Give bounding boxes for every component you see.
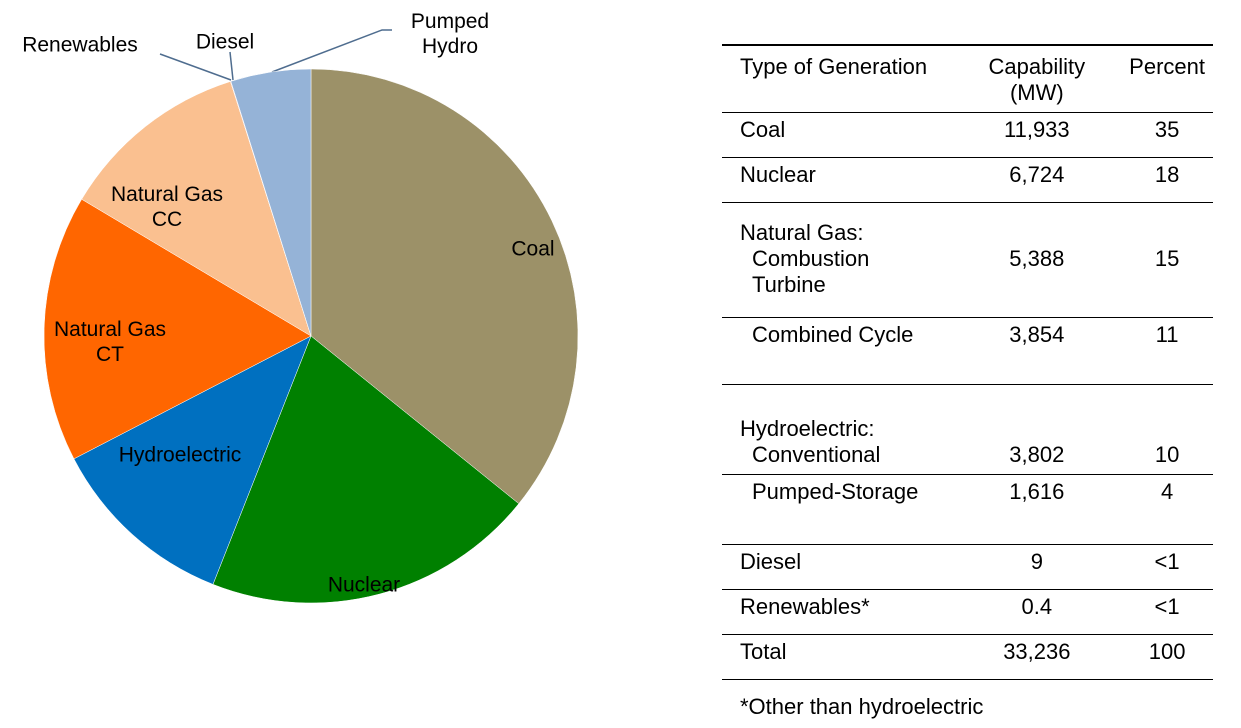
pie-slice <box>310 68 579 505</box>
type-label: Renewables* <box>740 594 870 619</box>
type-cell: Diesel <box>722 544 953 590</box>
type-cell: Natural Gas: Combustion Turbine <box>722 202 953 318</box>
table-row: Pumped-Storage 1,616 4 <box>722 474 1213 545</box>
capability-cell: 5,388 <box>952 202 1122 318</box>
percent-cell: 35 <box>1121 112 1213 158</box>
type-cell: Total <box>722 634 953 680</box>
slice-label: Coal <box>511 237 555 261</box>
type-label: Pumped-Storage <box>752 479 919 504</box>
type-label: Combined Cycle <box>752 322 914 347</box>
type-label: Conventional <box>752 442 881 467</box>
pie-slice <box>212 335 520 604</box>
pie-slice <box>73 335 312 585</box>
pie-slice <box>43 198 312 460</box>
header-cell: Percent <box>1121 44 1213 113</box>
capability-cell: 9 <box>952 544 1122 590</box>
capability-cell: 33,236 <box>952 634 1122 680</box>
type-label: Nuclear <box>740 162 816 187</box>
percent-cell: 100 <box>1121 634 1213 680</box>
type-cell: Renewables* <box>722 589 953 635</box>
percent-cell: 4 <box>1121 474 1213 545</box>
pie-slice <box>230 68 312 337</box>
slice-label: Pumped Hydro <box>410 10 490 58</box>
type-cell: Coal <box>722 112 953 158</box>
pie-chart <box>43 29 579 604</box>
percent-cell: 15 <box>1121 202 1213 318</box>
capability-cell: 3,802 <box>952 384 1122 475</box>
table-row: Renewables* 0.4 <1 <box>722 589 1213 635</box>
type-label: Total <box>740 639 787 664</box>
slice-label: Diesel <box>195 30 255 54</box>
slice-label: Renewables <box>22 33 138 57</box>
slice-label: Hydroelectric <box>118 443 242 467</box>
slice-label: Natural Gas CC <box>110 183 224 231</box>
capability-cell: 6,724 <box>952 157 1122 203</box>
percent-cell: <1 <box>1121 589 1213 635</box>
slice-label: Nuclear <box>327 573 401 597</box>
table-row: Total 33,236 100 <box>722 634 1213 680</box>
leader-line <box>159 53 232 81</box>
percent-cell: 10 <box>1121 384 1213 475</box>
table-row: Coal 11,933 35 <box>722 112 1213 158</box>
type-label: Combustion Turbine <box>752 246 870 297</box>
table-row: Diesel 9 <1 <box>722 544 1213 590</box>
slice-label: Natural Gas CT <box>53 318 167 366</box>
table-row: Combined Cycle 3,854 11 <box>722 317 1213 385</box>
generation-table: Type of Generation Capability (MW) Perce… <box>722 44 1213 680</box>
type-cell: Pumped-Storage <box>722 474 953 545</box>
type-cell: Nuclear <box>722 157 953 203</box>
capability-cell: 11,933 <box>952 112 1122 158</box>
percent-cell: <1 <box>1121 544 1213 590</box>
group-label: Natural Gas: <box>740 220 864 245</box>
percent-cell: 18 <box>1121 157 1213 203</box>
table-row: Hydroelectric: Conventional 3,802 10 <box>722 384 1213 475</box>
leader-line <box>229 51 234 81</box>
group-label: Hydroelectric: <box>740 416 875 441</box>
leader-line <box>271 29 392 73</box>
table-row: Nuclear 6,724 18 <box>722 157 1213 203</box>
percent-cell: 11 <box>1121 317 1213 385</box>
capability-cell: 3,854 <box>952 317 1122 385</box>
table-row: Natural Gas: Combustion Turbine 5,388 15 <box>722 202 1213 318</box>
type-label: Coal <box>740 117 786 142</box>
capability-cell: 0.4 <box>952 589 1122 635</box>
type-cell: Hydroelectric: Conventional <box>722 384 953 475</box>
header-cell: Type of Generation <box>722 44 953 113</box>
capability-cell: 1,616 <box>952 474 1122 545</box>
type-cell: Combined Cycle <box>722 317 953 385</box>
footnote: *Other than hydroelectric <box>740 694 984 719</box>
header-cell: Capability (MW) <box>952 44 1122 113</box>
pie-slice <box>81 81 312 337</box>
type-label: Diesel <box>740 549 802 574</box>
